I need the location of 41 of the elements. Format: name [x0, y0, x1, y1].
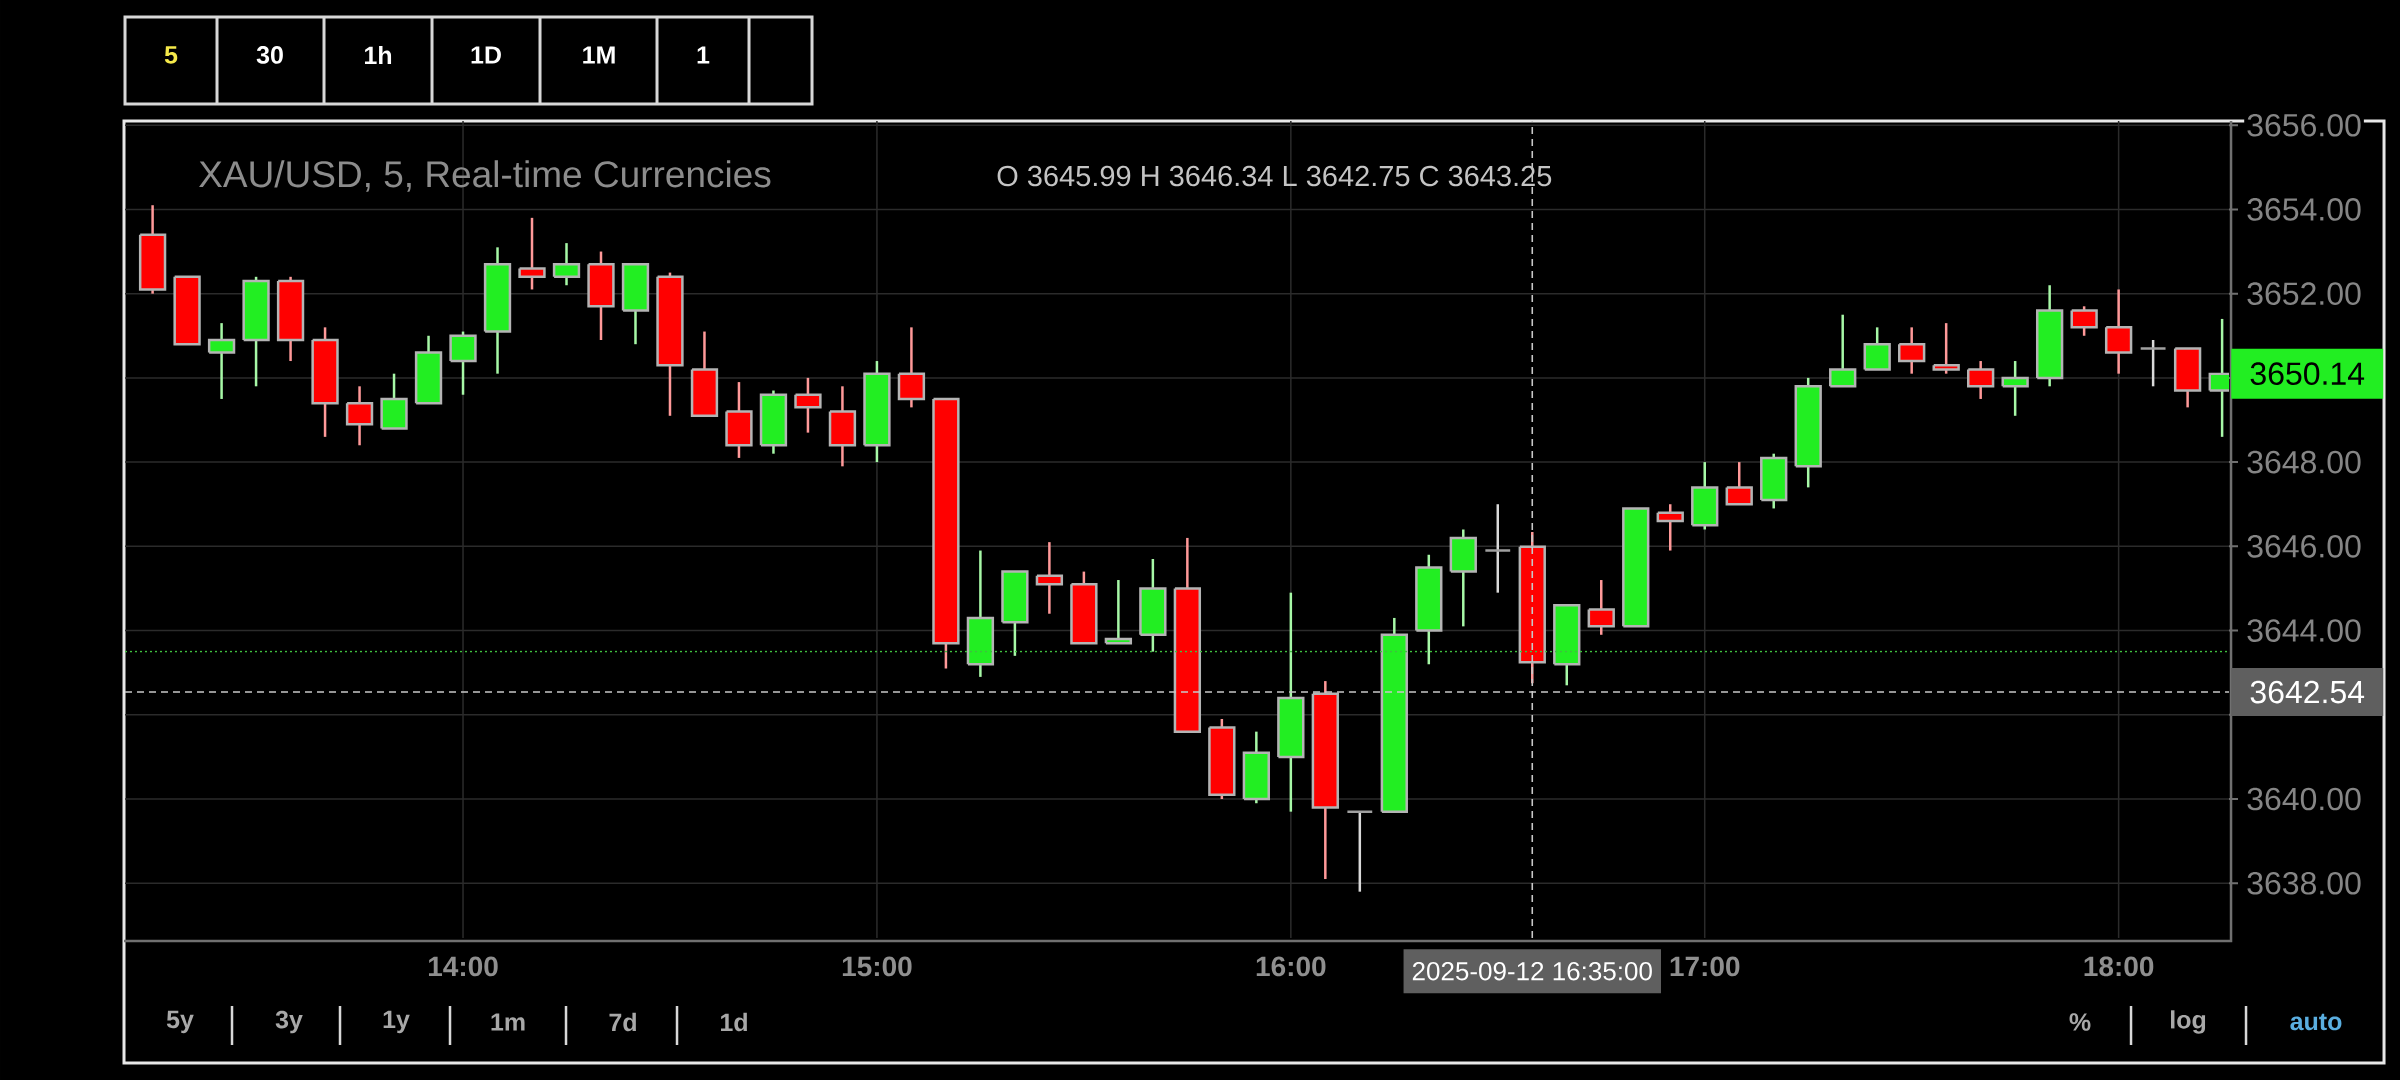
candlestick — [518, 216, 546, 291]
text: O 3645.99 H 3646.34 L 3642.75 C 3643.25 — [997, 165, 1552, 187]
text: 7d — [609, 1012, 636, 1032]
x-tick-label: 18:00 — [2084, 956, 2154, 977]
text: % — [2069, 1013, 2091, 1031]
text: 1 — [697, 46, 710, 64]
y-tick-label: 3644.00 — [2247, 619, 2361, 642]
x-tick-label: 14:00 — [428, 956, 498, 977]
y-tick-label: 3654.00 — [2247, 198, 2361, 221]
candlestick — [2001, 359, 2029, 418]
text: 1d — [720, 1012, 747, 1032]
candlestick — [1484, 502, 1512, 594]
text: 3y — [275, 1010, 303, 1034]
candlestick — [2139, 338, 2167, 388]
x-tick-label: 15:00 — [842, 956, 912, 977]
text: 1y — [383, 1010, 410, 1034]
candlestick — [1932, 321, 1960, 375]
y-tick-label: 3638.00 — [2247, 871, 2361, 895]
y-tick-label: 3640.00 — [2247, 787, 2361, 811]
text: auto — [2290, 1013, 2342, 1031]
text: log — [2171, 1010, 2206, 1034]
text: 30 — [256, 46, 283, 64]
y-tick-label: 3652.00 — [2247, 282, 2361, 305]
text: 3650.14 — [2250, 362, 2365, 386]
text: 5 — [164, 46, 178, 64]
text: 1h — [364, 45, 392, 65]
text: 1m — [491, 1013, 525, 1031]
y-tick-label: 3656.00 — [2247, 113, 2361, 137]
y-tick-label: 3648.00 — [2247, 450, 2361, 474]
ref-line-label: 3642.54 — [2250, 680, 2365, 704]
y-tick-label: 3646.00 — [2247, 535, 2361, 558]
candlestick — [1346, 810, 1374, 893]
candlestick — [1035, 540, 1064, 615]
ref-line-label: 2025-09-12 16:35:00 — [1412, 961, 1652, 981]
text: 1D — [471, 46, 501, 64]
text: 1M — [583, 46, 615, 64]
x-tick-label: 16:00 — [1256, 956, 1326, 977]
text: 5y — [166, 1010, 194, 1034]
text: XAU/USD, 5, Real-time Currencies — [199, 160, 771, 192]
candlestick — [1104, 578, 1133, 645]
x-tick-label: 17:00 — [1670, 956, 1740, 977]
